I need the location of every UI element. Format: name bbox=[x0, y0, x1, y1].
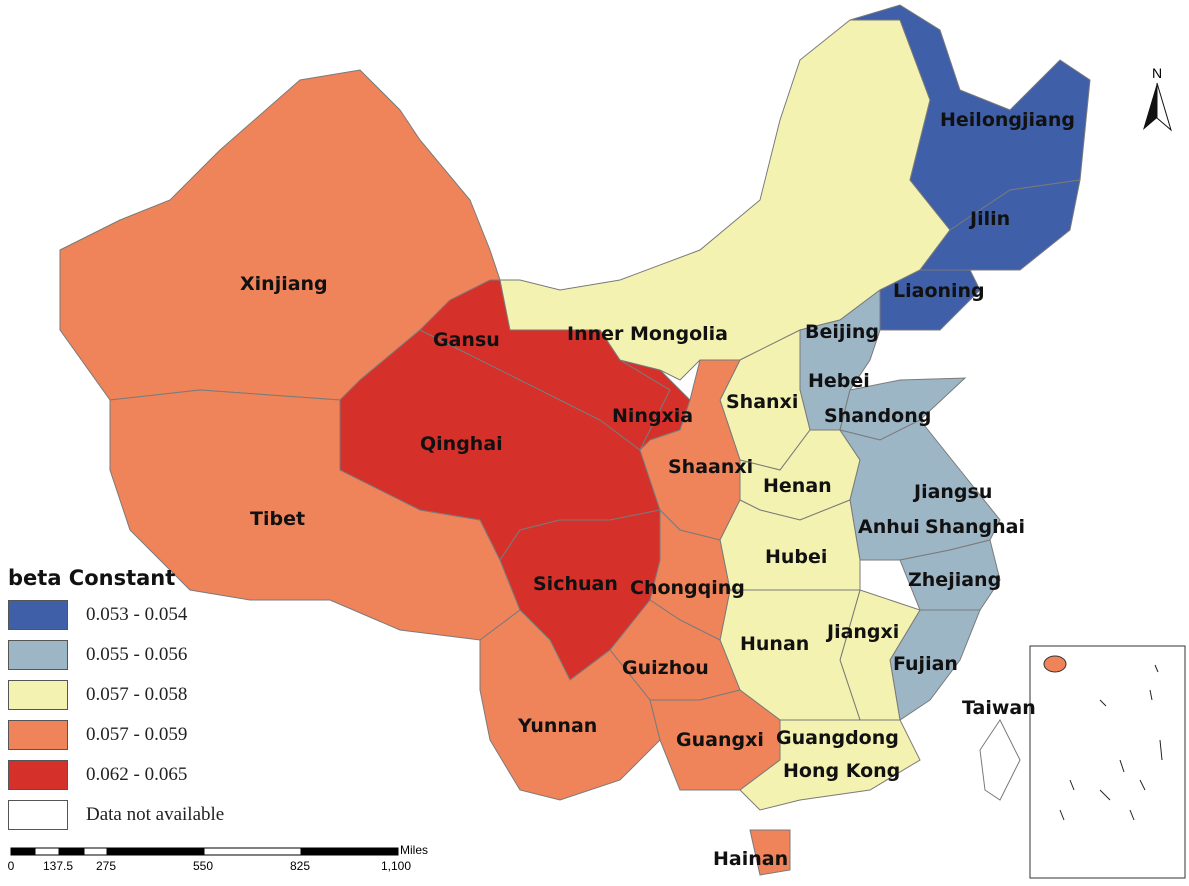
scale-tick: 0 bbox=[8, 859, 15, 873]
legend-title: beta Constant bbox=[8, 566, 176, 590]
label-ningxia: Ningxia bbox=[612, 405, 693, 427]
label-jiangsu: Jiangsu bbox=[912, 481, 992, 503]
scale-bar bbox=[10, 847, 399, 856]
legend-item: 0.062 - 0.065 bbox=[8, 760, 187, 790]
scale-unit: Miles bbox=[400, 843, 428, 857]
label-tibet: Tibet bbox=[250, 508, 305, 530]
north-arrow-icon bbox=[1143, 82, 1172, 132]
province-liaoning bbox=[879, 269, 981, 331]
label-jiangxi: Jiangxi bbox=[825, 621, 899, 643]
legend-label: 0.057 - 0.059 bbox=[86, 724, 188, 745]
scale-tick: 825 bbox=[290, 859, 310, 873]
label-hebei: Hebei bbox=[808, 370, 870, 392]
legend-swatch bbox=[8, 640, 68, 670]
province-heilongjiang bbox=[849, 4, 1091, 231]
label-shanghai: Shanghai bbox=[925, 516, 1025, 538]
legend-item: 0.055 - 0.056 bbox=[8, 640, 187, 670]
legend-swatch bbox=[8, 680, 68, 710]
label-fujian: Fujian bbox=[893, 653, 958, 675]
legend-label: 0.055 - 0.056 bbox=[86, 644, 188, 665]
legend-swatch bbox=[8, 600, 68, 630]
legend-label: 0.057 - 0.058 bbox=[86, 684, 188, 705]
label-heilongjiang: Heilongjiang bbox=[940, 109, 1075, 131]
label-taiwan: Taiwan bbox=[962, 697, 1036, 719]
legend-item: Data not available bbox=[8, 800, 224, 830]
inset-islands bbox=[1059, 664, 1163, 821]
label-shaanxi: Shaanxi bbox=[668, 456, 753, 478]
label-liaoning: Liaoning bbox=[893, 280, 985, 302]
south-china-sea-inset bbox=[1029, 645, 1186, 879]
label-zhejiang: Zhejiang bbox=[908, 569, 1001, 591]
label-anhui: Anhui bbox=[858, 516, 920, 538]
scale-tick: 137.5 bbox=[43, 859, 73, 873]
legend-item: 0.053 - 0.054 bbox=[8, 600, 187, 630]
legend-label: Data not available bbox=[86, 804, 225, 825]
label-xinjiang: Xinjiang bbox=[240, 273, 328, 295]
scale-tick: 550 bbox=[193, 859, 213, 873]
legend-item: 0.057 - 0.058 bbox=[8, 680, 187, 710]
legend-label: 0.062 - 0.065 bbox=[86, 764, 188, 785]
inset-hainan bbox=[1043, 655, 1067, 673]
label-hubei: Hubei bbox=[765, 546, 827, 568]
province-taiwan bbox=[979, 719, 1021, 801]
label-gansu: Gansu bbox=[433, 329, 500, 351]
legend-swatch bbox=[8, 720, 68, 750]
label-sichuan: Sichuan bbox=[533, 573, 618, 595]
label-yunnan: Yunnan bbox=[517, 715, 597, 737]
label-hong-kong: Hong Kong bbox=[783, 760, 900, 782]
label-guangdong: Guangdong bbox=[776, 727, 899, 749]
label-guangxi: Guangxi bbox=[676, 729, 764, 751]
scale-tick: 1,100 bbox=[381, 859, 411, 873]
label-hainan: Hainan bbox=[713, 848, 788, 870]
label-qinghai: Qinghai bbox=[420, 433, 503, 455]
label-henan: Henan bbox=[763, 475, 832, 497]
label-shanxi: Shanxi bbox=[726, 391, 798, 413]
north-arrow-label: N bbox=[1152, 65, 1162, 81]
legend-item: 0.057 - 0.059 bbox=[8, 720, 187, 750]
label-shandong: Shandong bbox=[824, 405, 931, 427]
label-hunan: Hunan bbox=[740, 633, 809, 655]
legend-label: 0.053 - 0.054 bbox=[86, 604, 188, 625]
legend-swatch bbox=[8, 800, 68, 830]
label-jilin: Jilin bbox=[968, 208, 1010, 230]
province-hainan bbox=[749, 829, 791, 876]
province-guangdong bbox=[739, 719, 921, 811]
label-beijing: Beijing bbox=[805, 321, 879, 343]
label-inner-mongolia: Inner Mongolia bbox=[567, 323, 728, 345]
label-chongqing: Chongqing bbox=[630, 577, 745, 599]
legend-swatch bbox=[8, 760, 68, 790]
scale-tick: 275 bbox=[96, 859, 116, 873]
label-guizhou: Guizhou bbox=[622, 657, 709, 679]
